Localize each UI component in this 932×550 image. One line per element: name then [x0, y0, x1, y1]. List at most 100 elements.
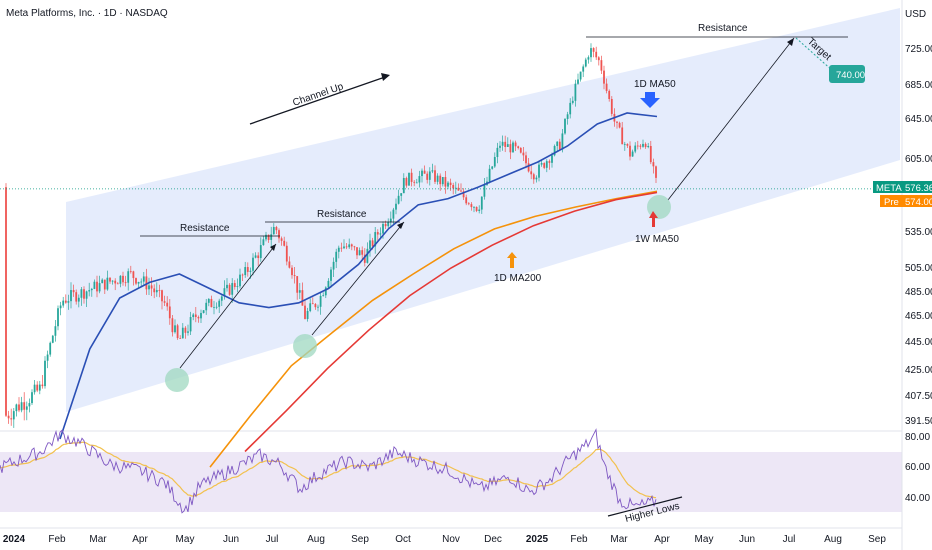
rsi-line	[0, 428, 657, 514]
candle-body	[597, 57, 600, 61]
candle-body	[582, 66, 585, 72]
candle-body	[431, 170, 434, 172]
candle-body	[384, 223, 387, 227]
meta-badge-label: META	[876, 183, 902, 194]
candle-body	[202, 310, 205, 313]
low-circle-2	[293, 334, 317, 358]
candle-body	[109, 277, 111, 282]
candle-body	[207, 298, 210, 303]
rsi-tick-label: 60.00	[905, 462, 930, 473]
candle-body	[319, 295, 322, 307]
rsi-axis-ticks: 80.00 60.00 40.00	[905, 432, 930, 504]
ma-line-1w-ma50	[244, 191, 658, 453]
candle-body	[571, 100, 574, 103]
ma50-1w-label: 1W MA50	[635, 234, 679, 245]
candle-body	[545, 161, 548, 168]
candle-body	[85, 291, 88, 299]
candle-body	[395, 203, 397, 210]
candle-body	[114, 280, 117, 284]
candle-body	[111, 280, 114, 282]
candle-body	[423, 170, 426, 174]
candle-body	[444, 177, 447, 187]
candle-body	[93, 281, 96, 289]
candle-body	[363, 254, 366, 263]
candle-body	[215, 306, 218, 308]
price-tick-label: 485.00	[905, 287, 932, 298]
candle-body	[59, 305, 62, 309]
candle-body	[496, 147, 499, 158]
trend-arrow-1	[179, 243, 277, 369]
candle-body	[634, 145, 637, 152]
candle-body	[142, 276, 145, 282]
candle-body	[379, 233, 382, 235]
candle-body	[467, 203, 470, 205]
candle-body	[67, 301, 70, 303]
time-tick-label: Nov	[442, 534, 460, 545]
candle-body	[145, 276, 148, 290]
candle-body	[239, 274, 241, 287]
candle-body	[566, 114, 569, 119]
candle-body	[382, 223, 384, 234]
candle-body	[244, 267, 247, 276]
candle-body	[441, 177, 444, 185]
candle-body	[330, 269, 332, 281]
candle-body	[592, 48, 595, 52]
candle-body	[257, 255, 260, 259]
candle-body	[280, 238, 283, 241]
candle-body	[163, 301, 166, 303]
candle-body	[49, 342, 52, 355]
ma-markers	[507, 92, 660, 268]
candle-body	[374, 232, 377, 247]
candle-body	[153, 288, 156, 293]
candle-body	[623, 143, 626, 145]
candle-body	[457, 187, 460, 191]
candle-body	[356, 247, 358, 256]
candle-body	[306, 311, 309, 319]
candle-body	[387, 222, 390, 227]
candle-body	[28, 403, 31, 407]
candle-body	[252, 257, 254, 271]
candle-body	[434, 170, 436, 182]
candle-body	[579, 71, 582, 80]
candle-body	[426, 173, 429, 180]
candle-body	[288, 261, 291, 268]
candle-body	[83, 289, 85, 299]
resistance-label-2: Resistance	[317, 209, 367, 220]
candle-body	[228, 284, 231, 295]
candle-body	[205, 302, 208, 311]
ma200-1d-label: 1D MA200	[494, 273, 542, 284]
candle-body	[535, 177, 538, 180]
time-tick-label: 2025	[526, 534, 549, 545]
candle-body	[124, 282, 127, 284]
candle-body	[54, 326, 57, 336]
meta-badge-price: 576.36	[905, 183, 932, 194]
candle-body	[265, 234, 267, 240]
candle-body	[254, 255, 257, 258]
candle-body	[540, 163, 543, 165]
candle-body	[275, 227, 278, 231]
target-leg	[795, 37, 835, 73]
candle-body	[77, 297, 80, 302]
candle-body	[324, 287, 327, 296]
candle-body	[369, 240, 371, 249]
target-price-badge: 740.00	[829, 65, 865, 83]
candle-body	[148, 285, 150, 290]
candle-body	[150, 285, 153, 289]
rsi-tick-label: 80.00	[905, 432, 930, 443]
moving-averages	[59, 112, 658, 468]
candle-body	[20, 402, 23, 411]
chart-title: Meta Platforms, Inc. · 1D · NASDAQ	[6, 8, 168, 19]
candle-body	[90, 288, 93, 291]
candle-body	[80, 289, 83, 298]
ma200-1d-arrow-icon	[507, 252, 517, 268]
candle-body	[644, 143, 647, 148]
candle-body	[332, 261, 335, 270]
candle-body	[413, 181, 416, 183]
candle-body	[194, 314, 197, 317]
candle-body	[31, 392, 33, 404]
candle-body	[41, 384, 44, 387]
candle-body	[179, 338, 182, 339]
candle-body	[392, 209, 395, 219]
candle-body	[119, 275, 122, 284]
candle-body	[64, 300, 67, 303]
